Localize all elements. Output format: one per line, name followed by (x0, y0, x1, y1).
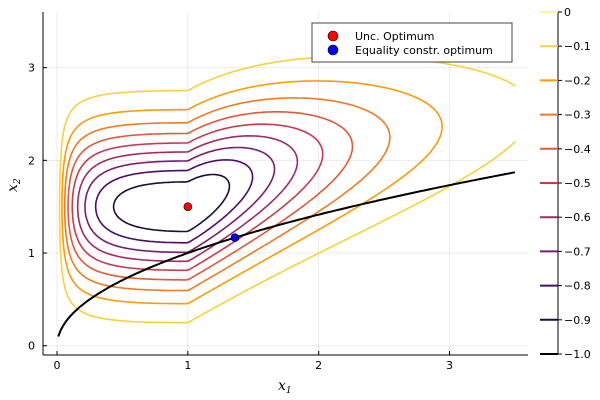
colorbar-tick-label: −0.7 (564, 245, 591, 258)
colorbar-tick-label: −0.6 (564, 211, 591, 224)
contour-level-9 (112, 173, 231, 233)
y-tick-label: 2 (28, 154, 35, 167)
colorbar-tick-label: −0.9 (564, 314, 591, 327)
x-axis-label: x1 (278, 378, 292, 396)
x-tick-label: 0 (53, 359, 60, 372)
constraint-curve (57, 171, 516, 337)
contour-lines (58, 55, 516, 324)
x-tick-label: 1 (184, 359, 191, 372)
colorbar-tick-label: 0 (564, 6, 571, 19)
colorbar-tick-label: −1.0 (564, 348, 591, 361)
x-tick-label: 3 (446, 359, 453, 372)
contour-level-2 (61, 80, 443, 305)
x-tick-label: 2 (315, 359, 322, 372)
points (183, 202, 240, 242)
colorbar-tick-label: −0.5 (564, 177, 591, 190)
contour-level-8 (94, 159, 254, 244)
legend: Unc. Optimum Equality constr. optimum (311, 22, 513, 63)
colorbar-tick-label: −0.2 (564, 74, 591, 87)
legend-box (311, 22, 513, 63)
y-tick-label: 0 (28, 340, 35, 353)
colorbar-tick-label: −0.4 (564, 143, 591, 156)
legend-label-unc: Unc. Optimum (355, 30, 434, 43)
y-tick-label: 1 (28, 247, 35, 260)
legend-marker-unc (327, 30, 339, 42)
axes: 0 1 2 3 0 1 2 3 (28, 12, 528, 372)
legend-marker-eq (327, 44, 339, 56)
colorbar-tick-label: −0.8 (564, 280, 591, 293)
contour-level-7 (84, 146, 276, 254)
unc-optimum-point (183, 202, 193, 211)
contour-level-6 (76, 135, 299, 263)
equality-constr-optimum-point (230, 233, 240, 242)
y-tick-label: 3 (28, 62, 35, 75)
contour-level-5 (71, 123, 324, 272)
legend-label-eq: Equality constr. optimum (355, 44, 493, 57)
grid-lines (43, 12, 528, 355)
colorbar-tick-label: −0.1 (564, 40, 591, 53)
colorbar-tick-label: −0.3 (564, 109, 591, 122)
y-axis-label: x2 (5, 178, 23, 192)
contour-level-4 (67, 111, 354, 281)
colorbar: 0 −0.1 −0.2 −0.3 −0.4 −0.5 −0.6 −0.7 −0.8 −0.9 −1.… (540, 6, 591, 361)
contour-level-3 (63, 97, 391, 292)
